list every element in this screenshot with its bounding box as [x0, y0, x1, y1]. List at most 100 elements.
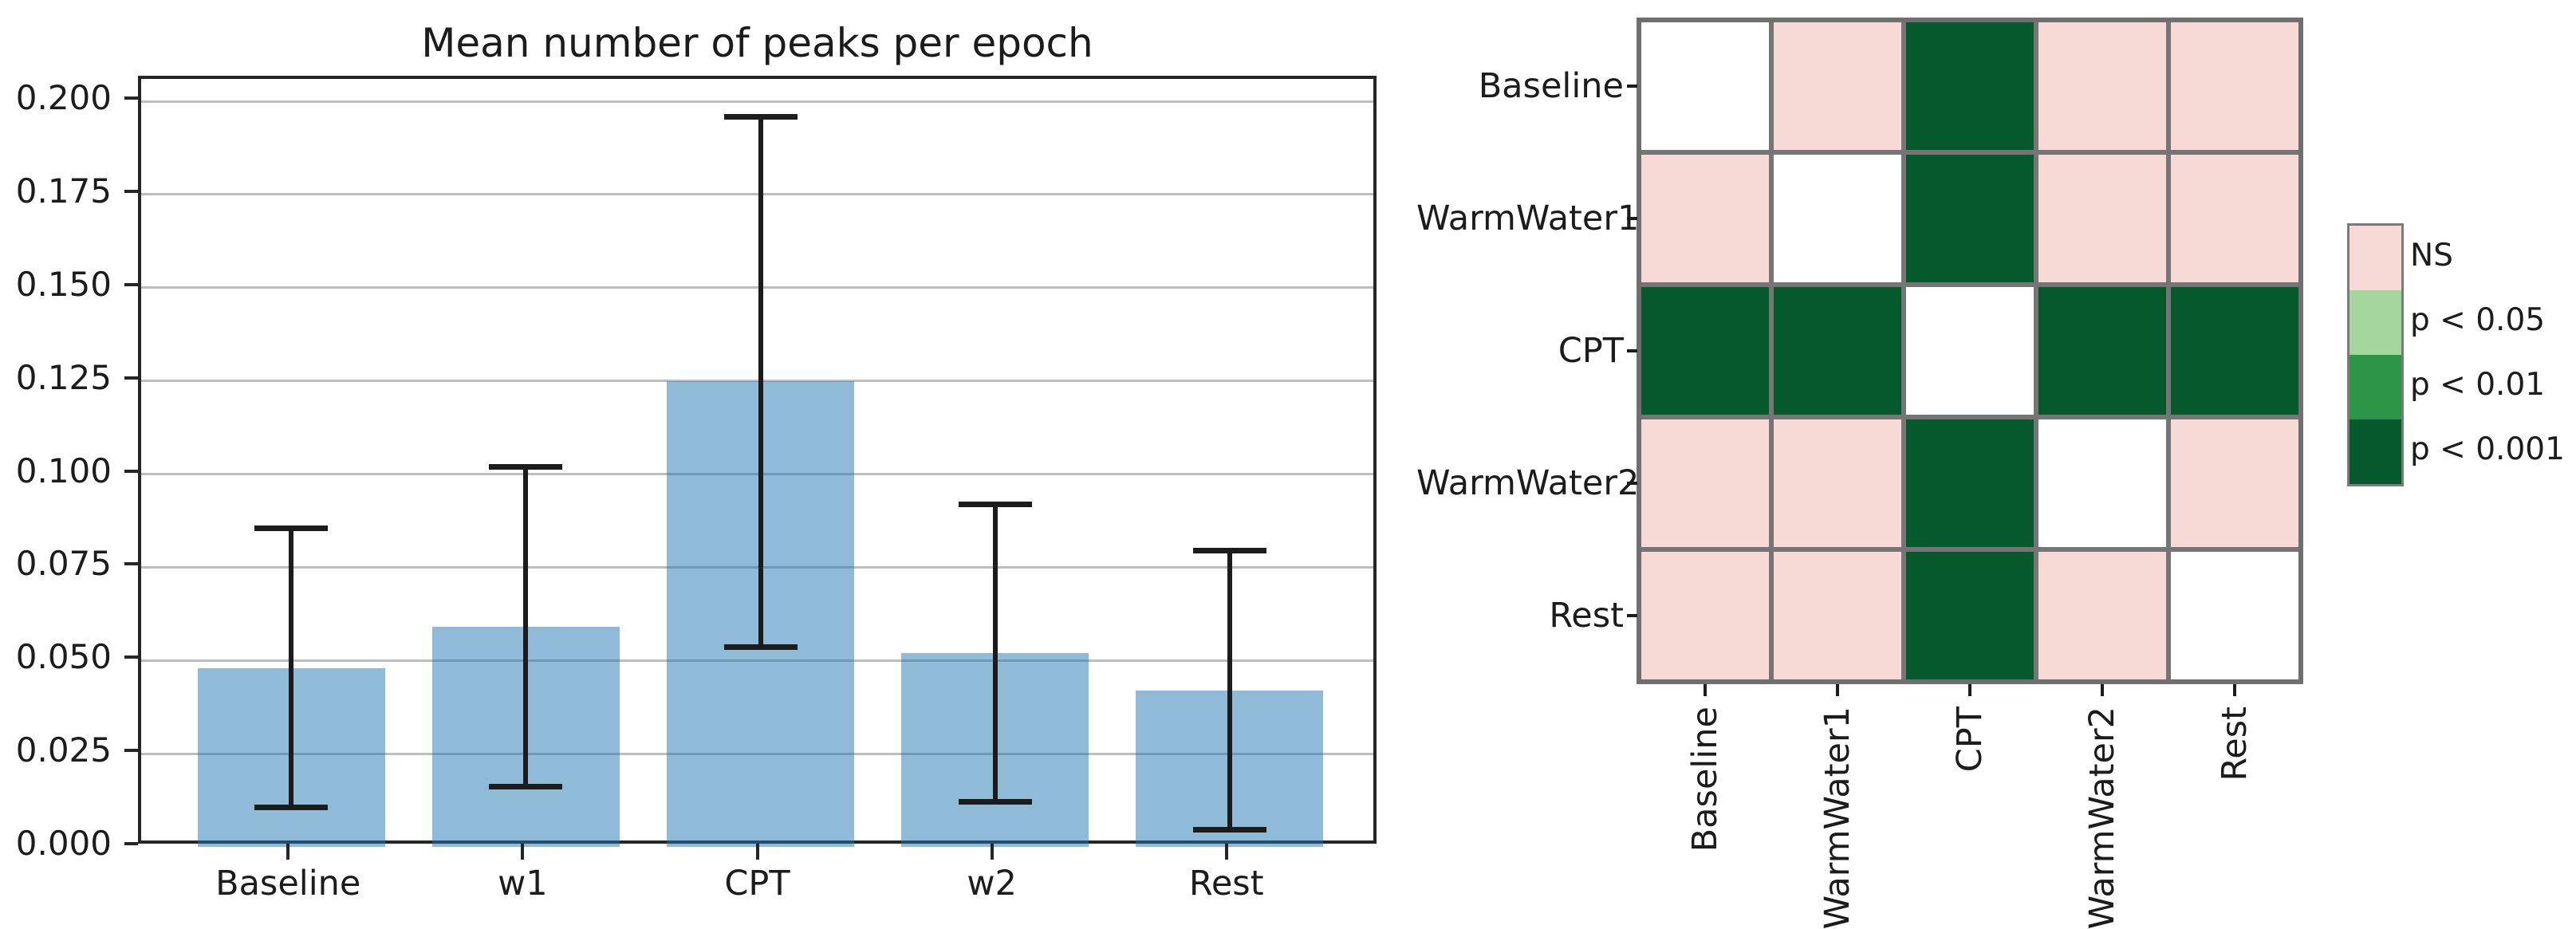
x-tick-label-w2: w2 — [967, 864, 1017, 903]
error-bar-line-w1 — [523, 466, 529, 788]
error-bar-line-rest — [1227, 550, 1232, 830]
y-tick-mark — [124, 469, 138, 473]
error-bar-cap-bottom-w2 — [958, 798, 1032, 805]
error-bar-line-cpt — [758, 116, 763, 648]
heatmap-col-tick — [1836, 684, 1839, 696]
bar-chart-title: Mean number of peaks per epoch — [421, 20, 1093, 66]
heatmap-grid — [1637, 18, 2303, 684]
heatmap-row-label-warmwater2: WarmWater2 — [1416, 463, 1640, 503]
y-tick-mark — [124, 749, 138, 753]
heatmap-cell-warmwater2-x-baseline — [1641, 419, 1769, 547]
y-gridline — [141, 100, 1373, 103]
heatmap-cell-warmwater2-x-cpt — [1906, 419, 2034, 547]
heatmap-cell-rest-x-cpt — [1906, 552, 2034, 679]
legend-swatch-p01 — [2350, 355, 2401, 419]
heatmap-cell-cpt-x-baseline — [1641, 287, 1769, 415]
heatmap-col-tick — [2233, 684, 2236, 696]
error-bar-cap-top-w2 — [958, 501, 1032, 507]
error-bar-cap-top-rest — [1192, 548, 1266, 554]
heatmap-cell-baseline-x-rest — [2171, 22, 2298, 150]
y-tick-label: 0.050 — [15, 637, 112, 677]
legend-swatch-p05 — [2350, 290, 2401, 355]
heatmap-col-label-baseline: Baseline — [1685, 707, 1725, 852]
y-tick-label: 0.075 — [15, 544, 112, 584]
heatmap-cell-baseline-x-baseline — [1641, 22, 1769, 150]
heatmap-col-label-warmwater2: WarmWater2 — [2082, 707, 2122, 929]
x-tick-mark — [990, 844, 994, 860]
y-gridline — [141, 286, 1373, 289]
heatmap-cell-cpt-x-warmwater2 — [2038, 287, 2166, 415]
heatmap-col-label-cpt: CPT — [1950, 707, 1990, 773]
heatmap-row-label-rest: Rest — [1549, 596, 1624, 636]
legend-swatch-ns — [2350, 226, 2401, 290]
y-gridline — [141, 193, 1373, 196]
heatmap-cell-warmwater2-x-rest — [2171, 419, 2298, 547]
heatmap-col-label-warmwater1: WarmWater1 — [1818, 707, 1857, 929]
y-tick-mark — [124, 96, 138, 100]
heatmap-cell-warmwater1-x-rest — [2171, 155, 2298, 282]
heatmap-row-tick — [1627, 349, 1637, 352]
error-bar-cap-bottom-baseline — [254, 804, 329, 810]
heatmap-col-tick — [2101, 684, 2104, 696]
error-bar-line-w2 — [992, 503, 998, 802]
x-tick-mark — [286, 844, 290, 860]
x-tick-mark — [755, 844, 759, 860]
heatmap-cell-cpt-x-cpt — [1906, 287, 2034, 415]
y-tick-mark — [124, 282, 138, 286]
y-tick-mark — [124, 376, 138, 380]
heatmap-row-tick — [1627, 85, 1637, 88]
x-tick-mark — [1224, 844, 1228, 860]
heatmap-row-label-baseline: Baseline — [1478, 66, 1624, 106]
y-tick-label: 0.175 — [15, 171, 112, 211]
heatmap-row-label-cpt: CPT — [1558, 331, 1624, 371]
x-tick-label-baseline: Baseline — [215, 864, 361, 903]
heatmap-cell-rest-x-rest — [2171, 552, 2298, 679]
heatmap-col-tick — [1704, 684, 1707, 696]
bar-chart-plot-area — [138, 76, 1377, 847]
heatmap-row-tick — [1627, 482, 1637, 485]
y-tick-mark — [124, 562, 138, 566]
heatmap-cell-warmwater1-x-cpt — [1906, 155, 2034, 282]
heatmap-cell-warmwater2-x-warmwater1 — [1774, 419, 1901, 547]
error-bar-cap-bottom-w1 — [489, 784, 563, 790]
legend-label-p05: p < 0.05 — [2410, 302, 2546, 338]
heatmap-cell-rest-x-warmwater2 — [2038, 552, 2166, 679]
y-tick-label: 0.025 — [15, 730, 112, 770]
y-tick-label: 0.000 — [15, 824, 112, 863]
heatmap-cell-cpt-x-rest — [2171, 287, 2298, 415]
x-tick-mark — [521, 844, 525, 860]
error-bar-line-baseline — [289, 528, 294, 808]
heatmap-cell-warmwater1-x-warmwater1 — [1774, 155, 1901, 282]
x-tick-label-rest: Rest — [1188, 864, 1264, 903]
heatmap-col-label-rest: Rest — [2215, 707, 2255, 781]
y-tick-mark — [124, 655, 138, 659]
heatmap-cell-baseline-x-warmwater2 — [2038, 22, 2166, 150]
heatmap-cell-warmwater2-x-warmwater2 — [2038, 419, 2166, 547]
heatmap-cell-baseline-x-cpt — [1906, 22, 2034, 150]
heatmap-cell-warmwater1-x-warmwater2 — [2038, 155, 2166, 282]
heatmap-row-tick — [1627, 217, 1637, 220]
x-tick-label-cpt: CPT — [724, 864, 790, 903]
heatmap-cell-baseline-x-warmwater1 — [1774, 22, 1901, 150]
x-tick-label-w1: w1 — [498, 864, 548, 903]
legend-label-p001: p < 0.001 — [2410, 431, 2565, 467]
legend-label-p01: p < 0.01 — [2410, 367, 2546, 403]
heatmap-col-tick — [1968, 684, 1971, 696]
heatmap-cell-rest-x-baseline — [1641, 552, 1769, 679]
error-bar-cap-top-baseline — [254, 526, 329, 532]
y-tick-label: 0.200 — [15, 78, 112, 118]
error-bar-cap-top-w1 — [489, 464, 563, 470]
heatmap-cell-rest-x-warmwater1 — [1774, 552, 1901, 679]
y-tick-mark — [124, 189, 138, 193]
y-tick-label: 0.150 — [15, 264, 112, 304]
heatmap-cell-cpt-x-warmwater1 — [1774, 287, 1901, 415]
legend-label-ns: NS — [2410, 238, 2453, 274]
heatmap-row-tick — [1627, 614, 1637, 617]
error-bar-cap-bottom-rest — [1192, 826, 1266, 833]
heatmap-cell-warmwater1-x-baseline — [1641, 155, 1769, 282]
error-bar-cap-top-cpt — [723, 113, 798, 120]
error-bar-cap-bottom-cpt — [723, 644, 798, 650]
heatmap-row-label-warmwater1: WarmWater1 — [1416, 199, 1640, 238]
heatmap-legend-colorbar — [2347, 223, 2404, 486]
